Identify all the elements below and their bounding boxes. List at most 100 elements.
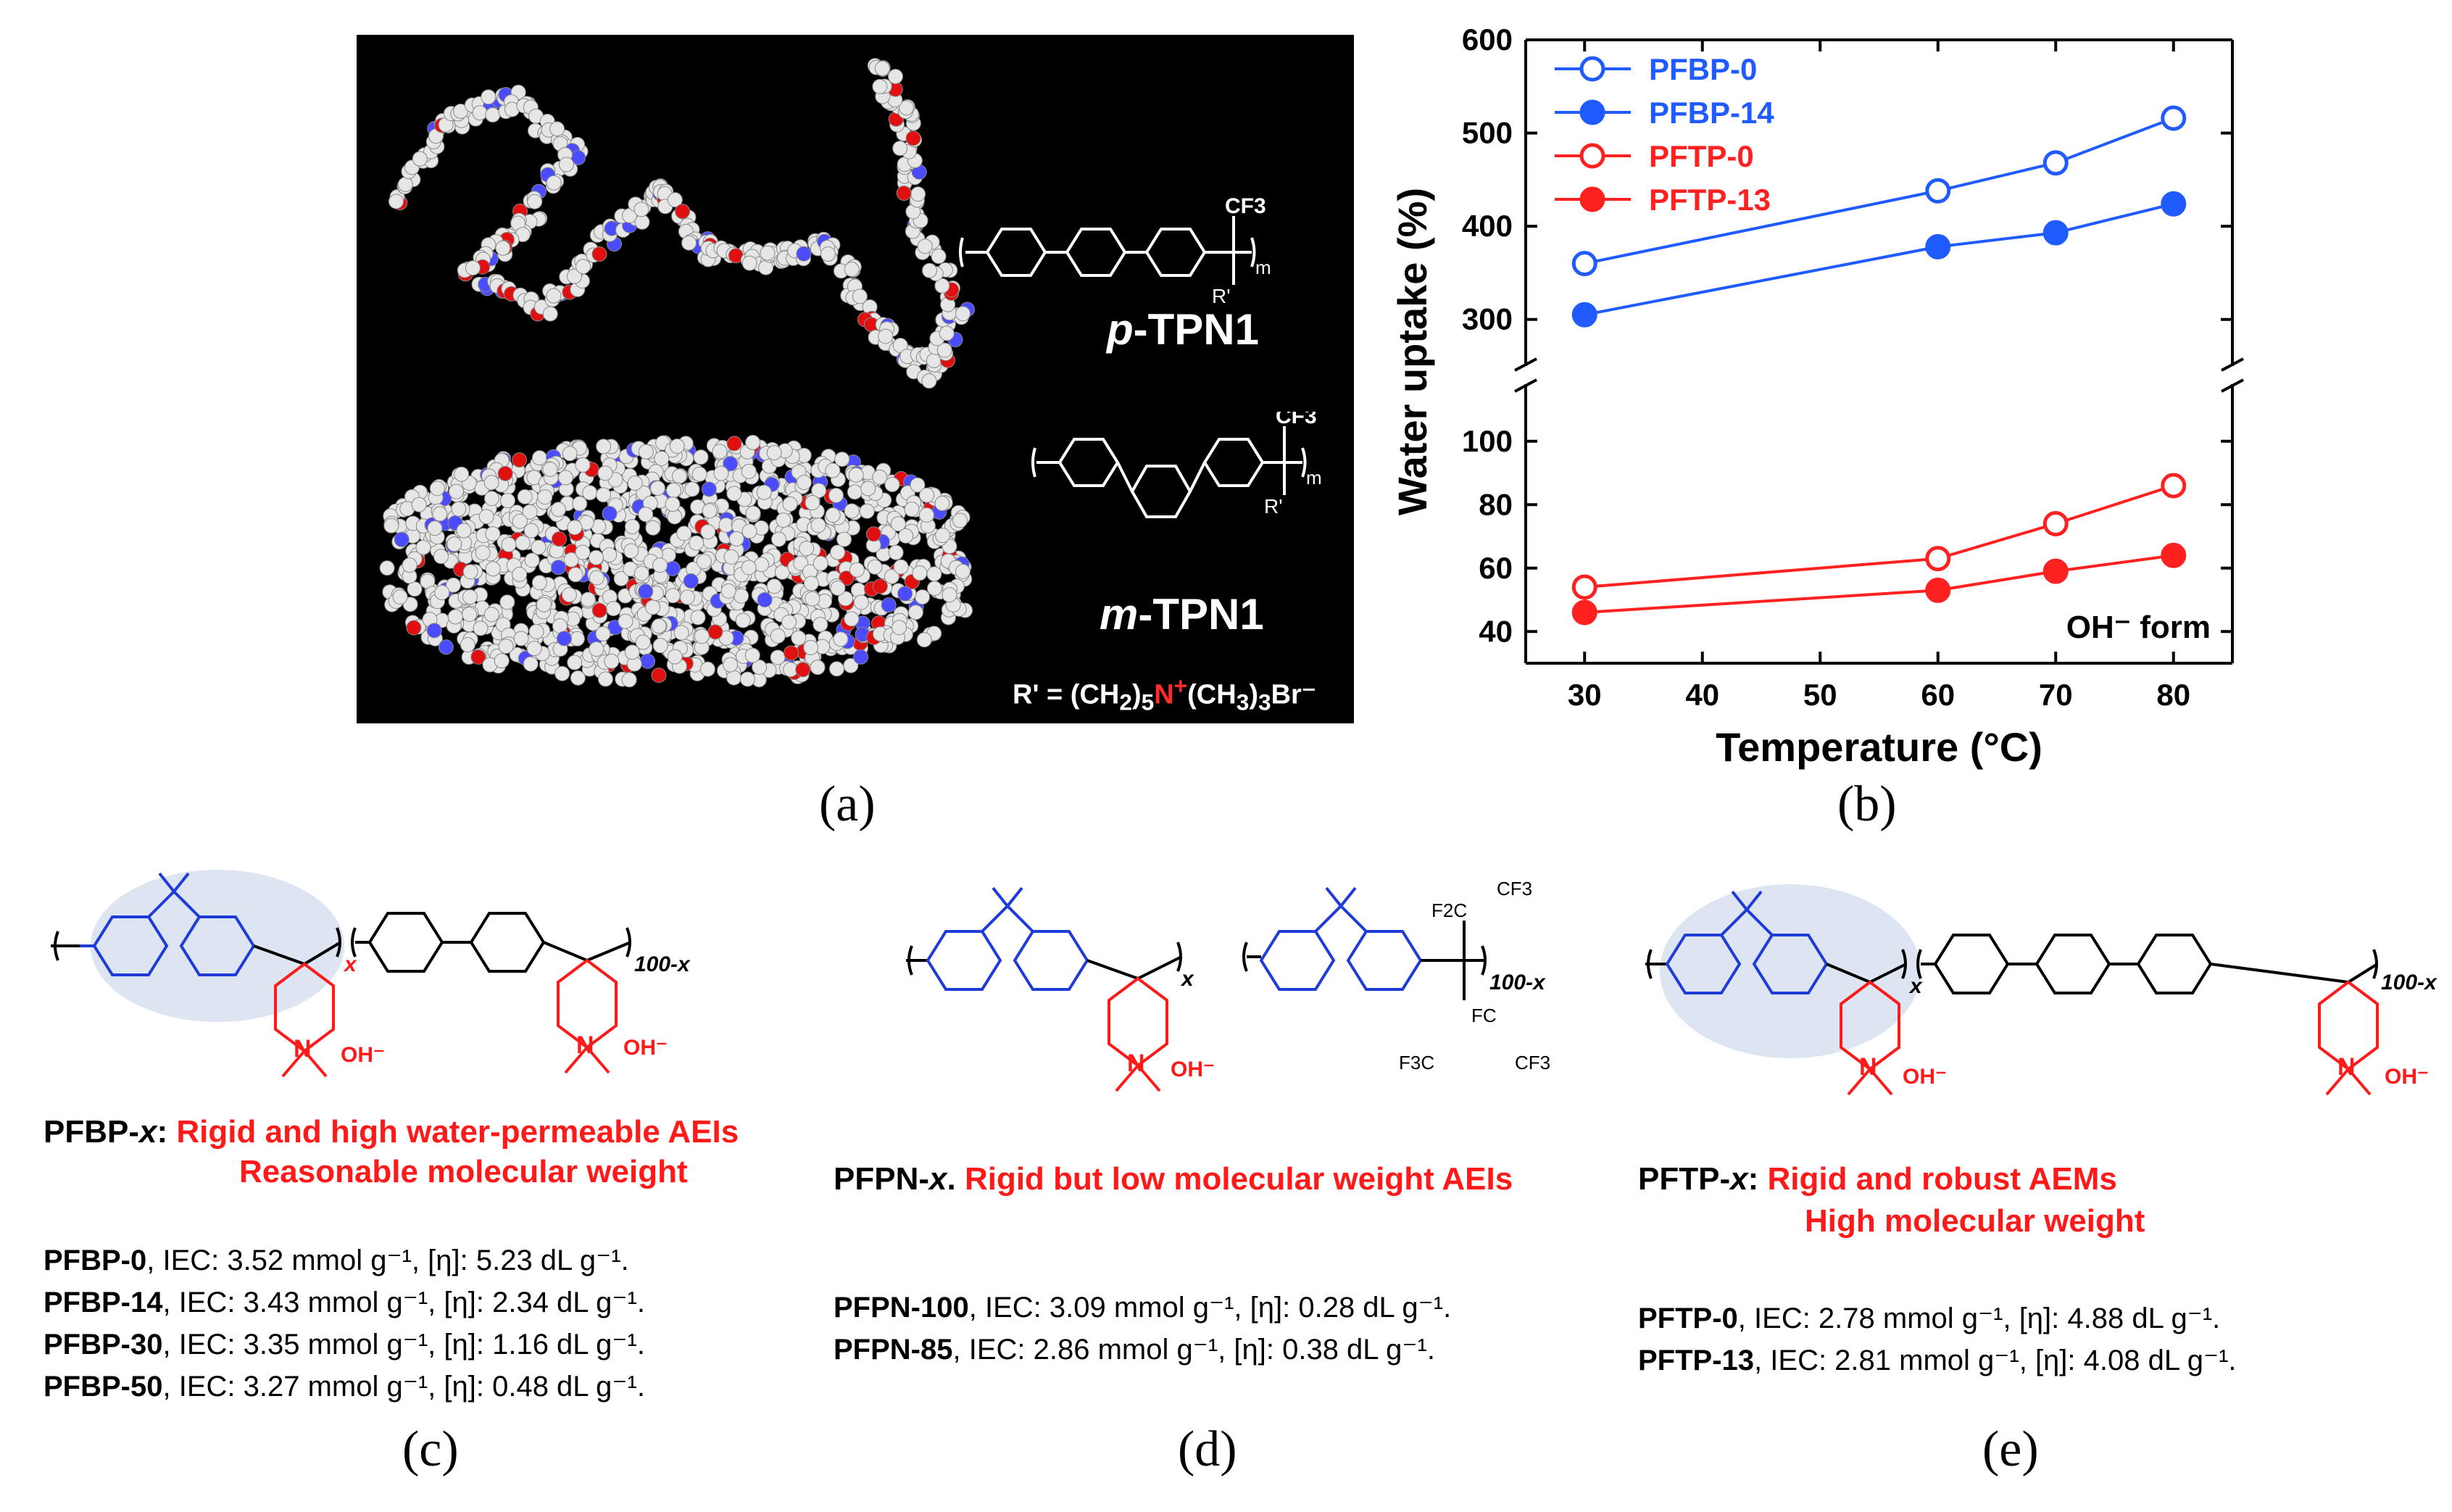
y-axis-title: Water uptake (%) xyxy=(1389,188,1435,515)
data-point xyxy=(1571,574,1597,600)
n-subscript-d: 100-x xyxy=(1489,971,1546,994)
n-subscript: 100-x xyxy=(634,952,691,976)
hydroxide-label-2: OH⁻ xyxy=(623,1036,668,1060)
panel-label-e: (e) xyxy=(1982,1421,2039,1477)
data-point xyxy=(1571,251,1597,277)
svg-text:N: N xyxy=(294,1035,312,1063)
legend: PFBP-0 PFBP-14 PFTP-0 PFTP-13 xyxy=(1555,52,1774,217)
series-pftp-13 xyxy=(1571,542,2187,626)
f3c-label: F3C xyxy=(1399,1052,1434,1073)
panel-label-b: (b) xyxy=(1837,776,1897,832)
legend-entry: PFBP-0 xyxy=(1649,52,1757,86)
x-axis-title: Temperature (°C) xyxy=(1716,724,2042,770)
hydroxide-label-e: OH⁻ xyxy=(1903,1065,1947,1089)
axis-break-mark xyxy=(2221,378,2244,393)
y-tick-label: 300 xyxy=(1462,302,1513,336)
pftp-subtitle: High molecular weight xyxy=(1805,1203,2145,1239)
y-tick-label: 40 xyxy=(1479,614,1513,648)
x-tick-label: 80 xyxy=(2156,678,2190,712)
x-subscript-e: x xyxy=(1908,974,1923,998)
y-tick-label: 60 xyxy=(1479,551,1513,585)
pfpn-row: PFPN-85, IEC: 2.86 mmol g⁻¹, [η]: 0.38 d… xyxy=(834,1334,1435,1366)
svg-text:N: N xyxy=(1127,1050,1145,1077)
fluorene-highlight-e xyxy=(1660,884,1921,1058)
pftp-title: PFTP-x: Rigid and robust AEMs xyxy=(1638,1161,2117,1197)
p-tpn1-label: p-TPN1 xyxy=(1107,305,1260,354)
panel-label-a: (a) xyxy=(819,776,876,832)
y-tick-label: 100 xyxy=(1462,424,1513,458)
pfbp-row: PFBP-0, IEC: 3.52 mmol g⁻¹, [η]: 5.23 dL… xyxy=(43,1245,629,1276)
atom-spheres xyxy=(379,57,976,688)
m-subscript-m: m xyxy=(1306,467,1322,489)
legend-entry: PFTP-0 xyxy=(1649,139,1754,173)
legend-entry: PFTP-13 xyxy=(1649,183,1771,217)
cf3-label-m: CF3 xyxy=(1276,412,1317,428)
y-tick-label: 80 xyxy=(1479,487,1513,521)
f2c-label: F2C xyxy=(1431,900,1467,921)
pftp-row: PFTP-0, IEC: 2.78 mmol g⁻¹, [η]: 4.88 dL… xyxy=(1638,1303,2221,1334)
pfpn-properties: PFPN-100, IEC: 3.09 mmol g⁻¹, [η]: 0.28 … xyxy=(834,1287,1451,1371)
cf3-label-d2: CF3 xyxy=(1515,1052,1550,1073)
x-tick-label: 60 xyxy=(1921,678,1955,712)
pfbp-properties: PFBP-0, IEC: 3.52 mmol g⁻¹, [η]: 5.23 dL… xyxy=(43,1239,645,1408)
data-point xyxy=(2042,150,2069,176)
x-tick-label: 30 xyxy=(1568,678,1602,712)
pfbp-subtitle: Reasonable molecular weight xyxy=(239,1154,688,1189)
panel-label-c: (c) xyxy=(402,1421,459,1477)
data-point xyxy=(2042,511,2069,536)
data-point xyxy=(1925,577,1951,603)
x-tick-label: 70 xyxy=(2039,678,2073,712)
m-tpn1-structure: CF3 R' m xyxy=(1031,412,1322,518)
series-pfbp-0 xyxy=(1571,105,2187,277)
oh-form-annotation: OH⁻ form xyxy=(2066,610,2211,645)
y-tick-label: 500 xyxy=(1462,116,1513,150)
pfpn-title: PFPN-x. Rigid but low molecular weight A… xyxy=(834,1161,1513,1197)
molecular-model-image xyxy=(379,57,976,688)
data-point xyxy=(1571,302,1597,328)
x-tick-label: 50 xyxy=(1803,678,1837,712)
panel-label-d: (d) xyxy=(1178,1421,1237,1477)
molecular-model-panel: CF3 R' m p-TPN1 CF3 R' m m-TPN1 R' = (CH… xyxy=(357,35,1354,723)
x-subscript: x xyxy=(343,952,357,976)
axis-break-mark xyxy=(2221,357,2244,372)
hydroxide-label: OH⁻ xyxy=(341,1043,385,1067)
x-tick-label: 40 xyxy=(1685,678,1719,712)
data-point xyxy=(2161,191,2187,217)
cf3-label: CF3 xyxy=(1225,194,1266,218)
r-prime-label-m: R' xyxy=(1264,495,1283,518)
pfbp-title: PFBP-x: Rigid and high water-permeable A… xyxy=(43,1114,739,1150)
pfbp-row: PFBP-14, IEC: 3.43 mmol g⁻¹, [η]: 2.34 d… xyxy=(43,1287,645,1318)
pfpn-row: PFPN-100, IEC: 3.09 mmol g⁻¹, [η]: 0.28 … xyxy=(834,1292,1452,1324)
fluorene-highlight xyxy=(91,870,344,1022)
m-subscript: m xyxy=(1255,257,1271,278)
hydroxide-label-e2: OH⁻ xyxy=(2385,1065,2429,1089)
data-point xyxy=(1925,233,1951,259)
pftp-properties: PFTP-0, IEC: 2.78 mmol g⁻¹, [η]: 4.88 dL… xyxy=(1638,1297,2237,1382)
hydroxide-label-d: OH⁻ xyxy=(1171,1058,1215,1081)
plot-frame xyxy=(1524,38,2234,665)
axis-break-mark xyxy=(1514,357,1537,372)
data-point xyxy=(2161,105,2187,131)
data-point xyxy=(1571,599,1597,626)
n-subscript-e: 100-x xyxy=(2381,971,2438,994)
cf3-label-d: CF3 xyxy=(1497,878,1532,900)
svg-text:N: N xyxy=(1859,1053,1877,1081)
pftp-structure: N N x 100-x OH⁻ OH⁻ xyxy=(1645,884,2438,1096)
water-uptake-chart: 30 40 50 60 70 80 300 400 500 600 40 60 80 100 Tempera… xyxy=(1389,22,2244,770)
data-point xyxy=(2161,542,2187,568)
r-prime-label: R' xyxy=(1212,285,1231,307)
data-point xyxy=(1925,546,1951,572)
fc-label: FC xyxy=(1471,1005,1497,1026)
pfbp-structure: N N x 100-x OH⁻ OH⁻ xyxy=(51,870,691,1078)
svg-text:N: N xyxy=(2337,1053,2356,1081)
legend-entry: PFBP-14 xyxy=(1649,96,1774,130)
data-point xyxy=(1925,178,1951,204)
pfbp-row: PFBP-30, IEC: 3.35 mmol g⁻¹, [η]: 1.16 d… xyxy=(43,1329,645,1361)
y-tick-label: 600 xyxy=(1462,22,1513,57)
series-pfbp-14 xyxy=(1571,191,2187,328)
pftp-row: PFTP-13, IEC: 2.81 mmol g⁻¹, [η]: 4.08 d… xyxy=(1638,1345,2237,1376)
y-tick-label: 400 xyxy=(1462,209,1513,243)
pfbp-row: PFBP-50, IEC: 3.27 mmol g⁻¹, [η]: 0.48 d… xyxy=(43,1371,645,1403)
r-prime-definition: R' = (CH2)5N+(CH3)3Br⁻ xyxy=(1013,673,1316,715)
data-point xyxy=(2042,558,2069,584)
